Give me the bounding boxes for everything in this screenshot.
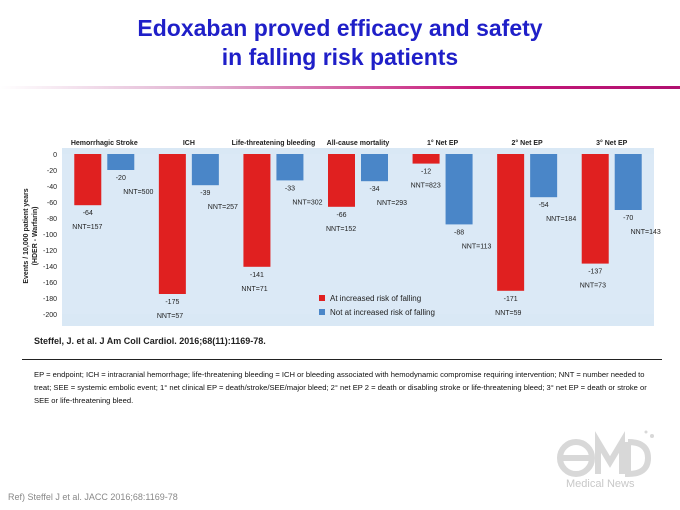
y-tick-label: -140 [43,264,57,271]
legend: At increased risk of falling Not at incr… [319,294,435,317]
y-tick-label: 0 [53,152,57,159]
y-tick-label: -80 [47,216,57,223]
value-label: -34 [369,186,379,193]
nnt-label: NNT=293 [377,200,407,207]
y-tick-label: -180 [43,296,57,303]
value-label: -20 [116,175,126,182]
legend-label-red: At increased risk of falling [330,294,421,303]
bar-no-falling-risk [614,154,642,210]
nnt-label: NNT=184 [546,216,576,223]
category-labels: Hemorrhagic Stroke ICH Life-threatening bl… [71,139,628,147]
bar-falling-risk [74,154,102,206]
footnote: EP = endpoint; ICH = intracranial hemorr… [34,370,647,405]
y-tick-label: -200 [43,312,57,319]
value-label: -64 [83,210,93,217]
value-label: -141 [250,272,264,279]
category-label: 3° Net EP [596,139,628,147]
legend-swatch-blue [319,309,325,315]
legend-label-blue: Not at increased risk of falling [330,308,435,317]
nnt-label: NNT=57 [157,313,183,320]
y-tick-label: -20 [47,168,57,175]
y-axis-label-line-1: Events / 10,000 patient years [23,188,30,283]
bar-no-falling-risk [107,154,135,170]
y-tick-label: -60 [47,200,57,207]
y-axis: 0 -20 -40 -60 -80 -100 -120 -140 -160 -180 -200 [43,152,57,319]
legend-swatch-red [319,295,325,301]
category-label: All-cause mortality [327,140,390,147]
category-label: Life-threatening bleeding [232,140,316,147]
value-label: -171 [504,296,518,303]
bar-falling-risk [158,154,186,294]
title-line-2: in falling risk patients [221,44,459,70]
bar-falling-risk [581,154,609,264]
nnt-label: NNT=500 [123,189,153,196]
nnt-label: NNT=73 [580,283,606,290]
nnt-label: NNT=113 [462,243,492,250]
nnt-label: NNT=143 [631,229,661,236]
bar-falling-risk [328,154,355,207]
nnt-label: NNT=302 [292,199,322,206]
chart-citation: Steffel, J. et al. J Am Coll Cardiol. 20… [34,336,266,346]
plot-area [62,154,654,314]
nnt-label: NNT=823 [411,183,441,190]
slide-title: Edoxaban proved efficacy and safety in f… [0,14,680,72]
title-line-1: Edoxaban proved efficacy and safety [137,15,543,41]
logo-text: Medical News [566,478,635,490]
nnt-label: NNT=157 [72,224,102,231]
bars: -64 NNT=157 -20 NNT=500 -175 NNT=57 -39 NNT=257… [72,154,661,320]
value-label: -70 [623,215,633,222]
bar-no-falling-risk [191,154,219,186]
nnt-label: NNT=59 [495,310,521,317]
bar-no-falling-risk [530,154,558,198]
bar-no-falling-risk [276,154,304,181]
value-label: -39 [200,190,210,197]
divider [22,359,662,360]
category-label: Hemorrhagic Stroke [71,140,138,147]
y-tick-label: -100 [43,232,57,239]
value-label: -66 [336,212,346,219]
value-label: -12 [421,169,431,176]
nnt-label: NNT=152 [326,226,356,233]
value-label: -33 [285,185,295,192]
accent-bar [0,86,680,89]
bar-no-falling-risk [445,154,473,225]
bar-falling-risk [243,154,271,267]
bar-no-falling-risk [361,154,388,182]
value-label: -88 [454,229,464,236]
y-tick-label: -160 [43,280,57,287]
bar-falling-risk [497,154,525,291]
y-axis-label-line-2: (HDER - Warfarin) [32,207,39,266]
value-label: -175 [165,299,179,306]
emd-logo-icon [557,430,654,478]
bar-falling-risk [412,154,440,164]
category-label: ICH [183,140,195,147]
value-label: -54 [539,202,549,209]
y-tick-label: -40 [47,184,57,191]
y-tick-label: -120 [43,248,57,255]
category-label: 2° Net EP [512,139,544,147]
reference-text: Ref) Steffel J et al. JACC 2016;68:1169-… [8,492,178,502]
nnt-label: NNT=257 [208,204,238,211]
bar-chart: 0 -20 -40 -60 -80 -100 -120 -140 -160 -180 -200 Ev… [23,139,661,326]
nnt-label: NNT=71 [241,286,267,293]
category-label: 1° Net EP [427,139,459,147]
value-label: -137 [588,269,602,276]
